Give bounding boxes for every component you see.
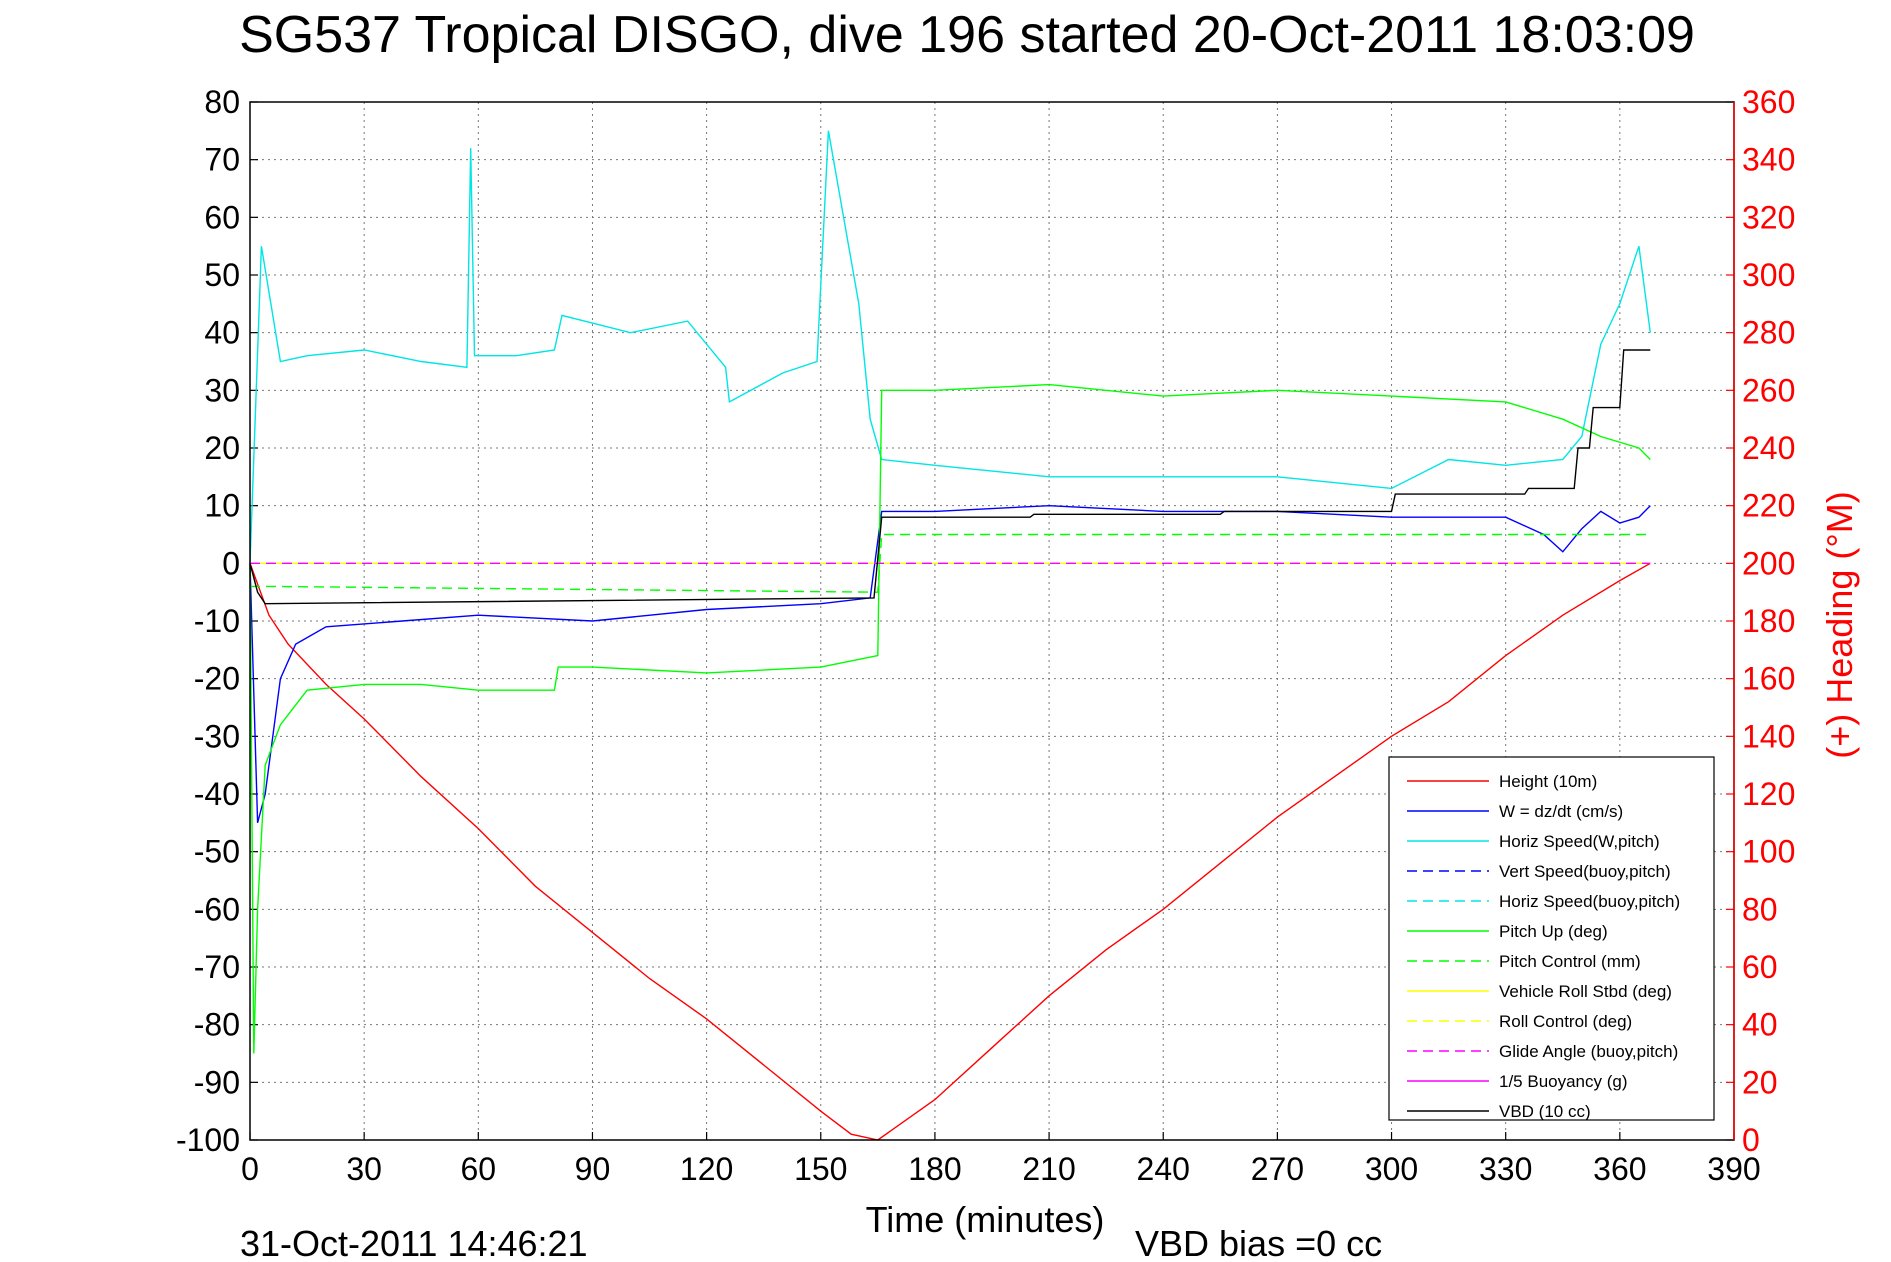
x-tick-label: 180: [908, 1151, 961, 1187]
legend-label-6: Pitch Control (mm): [1499, 952, 1641, 971]
legend-label-9: Glide Angle (buoy,pitch): [1499, 1042, 1678, 1061]
y-tick-label: -80: [194, 1007, 240, 1043]
x-tick-label: 210: [1022, 1151, 1075, 1187]
x-tick-label: 300: [1365, 1151, 1418, 1187]
right-y-tick-label: 280: [1742, 315, 1795, 351]
y-tick-label: 20: [204, 430, 240, 466]
y-tick-label: -40: [194, 776, 240, 812]
x-tick-label: 60: [461, 1151, 497, 1187]
right-y-tick-label: 80: [1742, 891, 1778, 927]
series-line-11: [249, 349, 1651, 605]
right-y-tick-label: 340: [1742, 142, 1795, 178]
x-tick-label: 240: [1137, 1151, 1190, 1187]
legend-label-11: VBD (10 cc): [1499, 1102, 1591, 1121]
y-tick-label: -50: [194, 834, 240, 870]
right-y-axis-label: (+) Heading (°M): [1819, 491, 1860, 758]
y-tick-label: 40: [204, 315, 240, 351]
x-tick-label: 90: [575, 1151, 611, 1187]
right-y-tick-label: 240: [1742, 430, 1795, 466]
right-y-tick-label: 360: [1742, 84, 1795, 120]
series-line-5: [249, 383, 1651, 1054]
y-tick-label: -70: [194, 949, 240, 985]
legend-label-5: Pitch Up (deg): [1499, 922, 1608, 941]
y-tick-label: 70: [204, 142, 240, 178]
vbd-bias-text: VBD bias =0 cc: [1135, 1223, 1382, 1262]
legend-label-2: Horiz Speed(W,pitch): [1499, 832, 1660, 851]
y-tick-label: -10: [194, 603, 240, 639]
y-tick-label: 10: [204, 488, 240, 524]
series-line-2: [249, 130, 1651, 564]
right-y-tick-label: 20: [1742, 1064, 1778, 1100]
legend-label-8: Roll Control (deg): [1499, 1012, 1632, 1031]
x-tick-label: 360: [1593, 1151, 1646, 1187]
legend-label-7: Vehicle Roll Stbd (deg): [1499, 982, 1672, 1001]
x-axis-label: Time (minutes): [866, 1199, 1105, 1240]
x-tick-label: 390: [1707, 1151, 1760, 1187]
right-y-tick-label: 200: [1742, 545, 1795, 581]
legend-label-3: Vert Speed(buoy,pitch): [1499, 862, 1671, 881]
y-tick-label: 80: [204, 84, 240, 120]
right-y-tick-label: 100: [1742, 834, 1795, 870]
y-tick-label: 30: [204, 372, 240, 408]
right-y-tick-label: 40: [1742, 1007, 1778, 1043]
chart-title: SG537 Tropical DISGO, dive 196 started 2…: [239, 6, 1695, 64]
right-y-tick-label: 60: [1742, 949, 1778, 985]
y-tick-label: 50: [204, 257, 240, 293]
legend: Height (10m) W = dz/dt (cm/s) Horiz Speed(…: [1388, 756, 1715, 1121]
x-tick-label: 270: [1251, 1151, 1304, 1187]
right-y-tick-label: 180: [1742, 603, 1795, 639]
right-y-tick-label: 320: [1742, 199, 1795, 235]
y-tick-label: -60: [194, 891, 240, 927]
y-tick-label: -100: [176, 1122, 240, 1158]
series-line-1: [249, 504, 1651, 823]
legend-label-10: 1/5 Buoyancy (g): [1499, 1072, 1628, 1091]
y-tick-label: -20: [194, 661, 240, 697]
right-y-tick-label: 0: [1742, 1122, 1760, 1158]
ticks: 0 30 60 90 120 150 180 210 240 270 300 330 360 390807…: [176, 84, 1795, 1187]
x-tick-label: 330: [1479, 1151, 1532, 1187]
right-y-tick-label: 300: [1742, 257, 1795, 293]
right-y-tick-label: 140: [1742, 718, 1795, 754]
right-y-tick-label: 120: [1742, 776, 1795, 812]
x-tick-label: 30: [346, 1151, 382, 1187]
y-tick-label: -30: [194, 718, 240, 754]
legend-box: [1388, 756, 1715, 1121]
series-line-6: [250, 533, 1651, 593]
x-tick-label: 120: [680, 1151, 733, 1187]
right-y-tick-label: 260: [1742, 372, 1795, 408]
y-tick-label: -90: [194, 1064, 240, 1100]
legend-label-0: Height (10m): [1499, 772, 1597, 791]
y-tick-label: 60: [204, 199, 240, 235]
y-tick-label: 0: [222, 545, 240, 581]
right-y-tick-label: 220: [1742, 488, 1795, 524]
x-tick-label: 150: [794, 1151, 847, 1187]
x-tick-label: 0: [241, 1151, 259, 1187]
footer-timestamp: 31-Oct-2011 14:46:21: [240, 1223, 588, 1262]
legend-label-4: Horiz Speed(buoy,pitch): [1499, 892, 1680, 911]
legend-label-1: W = dz/dt (cm/s): [1499, 802, 1623, 821]
right-y-tick-label: 160: [1742, 661, 1795, 697]
